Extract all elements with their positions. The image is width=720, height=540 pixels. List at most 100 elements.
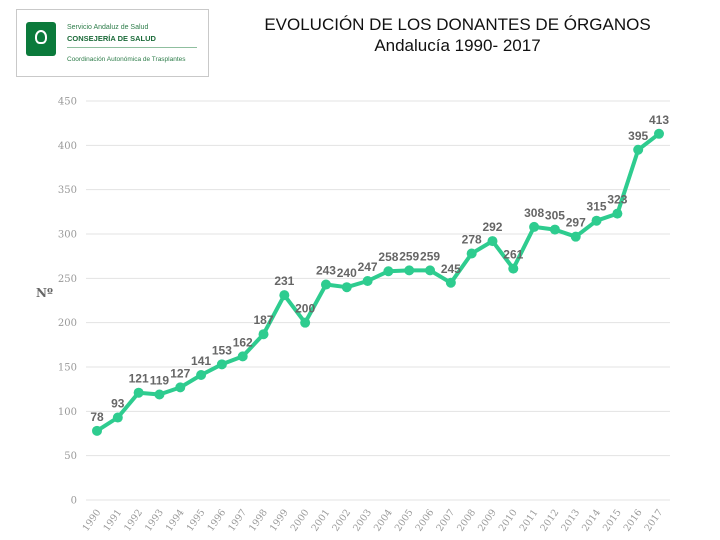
x-tick-label: 2011	[518, 507, 541, 533]
logo: Servicio Andaluz de Salud CONSEJERÍA DE …	[16, 9, 209, 77]
x-tick-label: 1996	[205, 507, 228, 533]
x-tick-label: 2006	[414, 507, 437, 533]
data-point	[383, 266, 394, 277]
x-tick-label: 2002	[330, 507, 353, 533]
data-point	[612, 208, 623, 219]
chart-title-block: EVOLUCIÓN DE LOS DONANTES DE ÓRGANOS And…	[215, 14, 700, 56]
series-line-group	[95, 131, 661, 433]
x-tick-label: 1999	[268, 507, 291, 533]
y-axis-ticks: 0 50 100 150 200 250 300 350 400 450	[58, 97, 77, 507]
data-point	[591, 215, 602, 226]
data-label: 93	[111, 397, 125, 411]
data-points	[92, 128, 664, 436]
data-point	[196, 369, 207, 380]
grid-lines	[86, 100, 670, 501]
y-tick-label: 0	[71, 496, 77, 507]
data-point	[320, 279, 331, 290]
x-tick-label: 2003	[351, 507, 374, 533]
data-label: 305	[545, 209, 565, 223]
data-point	[175, 382, 186, 393]
data-label: 153	[212, 343, 232, 357]
x-tick-label: 2008	[455, 507, 478, 533]
y-tick-label: 150	[58, 363, 77, 374]
data-point	[216, 359, 227, 370]
data-label: 292	[482, 220, 502, 234]
x-axis-ticks: 1990199119921993199419951996199719981999…	[81, 507, 666, 533]
x-tick-label: 2001	[310, 507, 333, 533]
x-tick-label: 2004	[372, 507, 395, 533]
x-tick-label: 2009	[476, 507, 499, 533]
x-tick-label: 1990	[81, 507, 104, 533]
data-label: 247	[358, 260, 378, 274]
data-label: 413	[649, 113, 669, 127]
data-label: 78	[90, 410, 104, 424]
logo-divider	[67, 47, 197, 48]
data-label: 127	[170, 366, 190, 380]
x-tick-label: 1997	[226, 507, 249, 533]
data-point	[237, 351, 248, 362]
data-label: 323	[607, 193, 627, 207]
x-tick-label: 2007	[434, 507, 457, 533]
x-tick-label: 1995	[185, 507, 208, 533]
data-point	[654, 128, 664, 139]
data-label: 119	[150, 373, 170, 387]
x-tick-label: 1998	[247, 507, 270, 533]
data-label: 297	[566, 216, 586, 230]
data-label: 278	[462, 233, 482, 247]
data-point	[633, 144, 644, 155]
data-label: 243	[316, 264, 336, 278]
data-point	[508, 263, 519, 274]
x-tick-label: 2014	[580, 507, 603, 533]
data-label: 258	[378, 250, 398, 264]
data-label: 308	[524, 206, 544, 220]
data-label: 162	[233, 335, 253, 349]
x-tick-label: 1994	[164, 507, 187, 533]
data-point	[529, 221, 540, 232]
series-line	[95, 131, 661, 433]
y-tick-label: 450	[58, 97, 77, 108]
y-tick-label: 400	[58, 141, 77, 152]
x-tick-label: 1993	[143, 507, 166, 533]
x-tick-label: 2005	[393, 507, 416, 533]
data-label: 200	[295, 302, 315, 316]
data-point	[112, 412, 123, 423]
data-point	[92, 425, 102, 436]
y-tick-label: 50	[64, 451, 77, 462]
logo-service-name: Servicio Andaluz de Salud	[67, 24, 149, 31]
x-tick-label: 1991	[101, 507, 124, 533]
y-axis-label: Nº	[36, 286, 53, 300]
data-point	[549, 224, 560, 235]
x-tick-label: 2010	[497, 507, 520, 533]
data-point	[466, 248, 477, 259]
y-tick-label: 350	[58, 185, 77, 196]
data-label: 245	[441, 262, 461, 276]
data-point	[445, 277, 456, 288]
y-tick-label: 300	[58, 230, 77, 241]
x-tick-label: 2017	[643, 507, 666, 533]
logo-ministry-name: CONSEJERÍA DE SALUD	[67, 34, 156, 43]
junta-andalucia-emblem-icon	[26, 22, 56, 56]
data-point	[570, 231, 581, 242]
data-label: 259	[399, 249, 419, 263]
data-point	[425, 265, 436, 276]
data-label: 231	[274, 274, 294, 288]
chart-title: EVOLUCIÓN DE LOS DONANTES DE ÓRGANOS	[264, 15, 651, 34]
data-label: 261	[503, 248, 523, 262]
data-point	[341, 282, 352, 293]
y-tick-label: 100	[58, 407, 77, 418]
x-tick-label: 2000	[289, 507, 312, 533]
x-tick-label: 2016	[622, 507, 645, 533]
y-tick-label: 250	[58, 274, 77, 285]
data-point	[404, 265, 415, 276]
data-point	[300, 317, 311, 328]
data-point	[487, 236, 498, 247]
x-tick-label: 2013	[559, 507, 582, 533]
data-point	[258, 329, 269, 340]
data-label: 395	[628, 129, 648, 143]
data-label: 315	[587, 200, 607, 214]
data-point	[154, 389, 165, 400]
chart-subtitle: Andalucía 1990- 2017	[374, 36, 541, 55]
data-label: 121	[129, 372, 149, 386]
